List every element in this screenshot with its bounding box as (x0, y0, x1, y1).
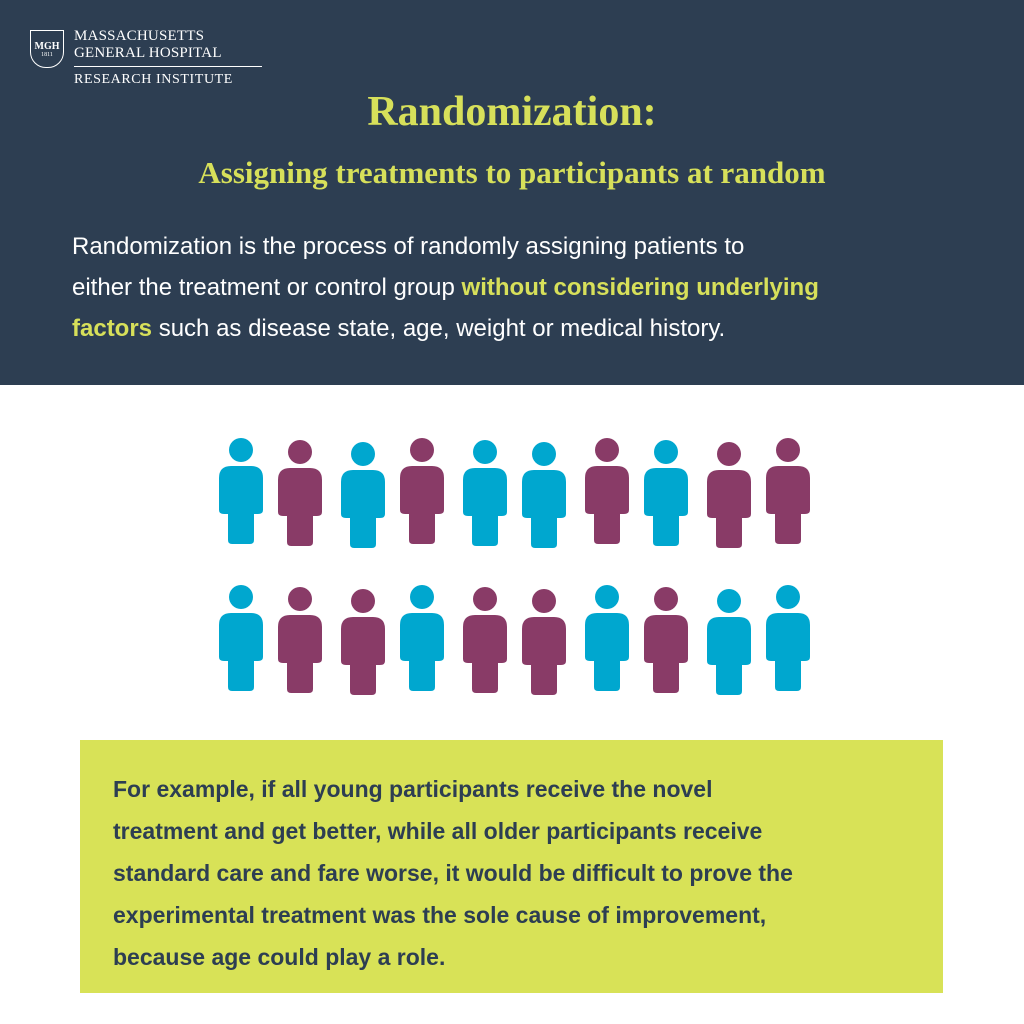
person-body (707, 617, 751, 695)
person-head (351, 442, 375, 466)
person-icon (585, 438, 629, 544)
person-body (766, 466, 810, 544)
person-body (341, 470, 385, 548)
example-box: For example, if all young participants r… (80, 740, 943, 993)
person-head (532, 589, 556, 613)
person-body (278, 615, 322, 693)
person-body (585, 466, 629, 544)
person-icon (219, 585, 263, 691)
person-icon (278, 440, 322, 546)
person-body (522, 470, 566, 548)
person-icon (278, 587, 322, 693)
person-body (707, 470, 751, 548)
intro-paragraph: Randomization is the process of randomly… (72, 226, 819, 349)
person-head (654, 440, 678, 464)
person-head (717, 442, 741, 466)
person-body (219, 613, 263, 691)
example-line: because age could play a role. (113, 944, 446, 970)
person-icon (400, 585, 444, 691)
person-body (585, 613, 629, 691)
person-head (410, 438, 434, 462)
person-head (654, 587, 678, 611)
person-body (644, 468, 688, 546)
example-line: experimental treatment was the sole caus… (113, 902, 767, 928)
person-head (717, 589, 741, 613)
person-icon (341, 442, 385, 548)
person-icon (644, 587, 688, 693)
intro-text: Randomization is the process of randomly… (72, 233, 745, 260)
person-icon (522, 589, 566, 695)
person-head (473, 587, 497, 611)
person-head (229, 585, 253, 609)
person-body (278, 468, 322, 546)
person-head (473, 440, 497, 464)
person-icon (766, 438, 810, 544)
person-body (463, 615, 507, 693)
person-icon (644, 440, 688, 546)
person-icon (463, 440, 507, 546)
person-body (766, 613, 810, 691)
person-body (522, 617, 566, 695)
person-icon (400, 438, 444, 544)
person-head (532, 442, 556, 466)
person-icon (707, 442, 751, 548)
person-icon (522, 442, 566, 548)
logo-rule (74, 66, 262, 67)
intro-text: such as disease state, age, weight or me… (152, 315, 726, 342)
seal-text: MGH (34, 41, 60, 52)
person-body (341, 617, 385, 695)
person-icon (463, 587, 507, 693)
person-head (351, 589, 375, 613)
figures (219, 438, 810, 695)
highlight-text: without considering underlying (461, 274, 819, 301)
person-head (776, 438, 800, 462)
seal-year: 1811 (41, 52, 53, 58)
person-icon (766, 585, 810, 691)
header-panel: MGH 1811 MASSACHUSETTS GENERAL HOSPITAL … (0, 0, 1024, 385)
person-icon (219, 438, 263, 544)
logo-seal: MGH 1811 (30, 30, 64, 68)
person-icon (585, 585, 629, 691)
person-icon (707, 589, 751, 695)
logo-line: GENERAL HOSPITAL (74, 45, 222, 61)
example-line: standard care and fare worse, it would b… (113, 860, 793, 886)
person-body (644, 615, 688, 693)
person-head (595, 438, 619, 462)
logo-line: RESEARCH INSTITUTE (74, 72, 233, 87)
person-head (776, 585, 800, 609)
example-text: For example, if all young participants r… (113, 768, 793, 978)
title: Randomization: (367, 89, 657, 135)
example-line: For example, if all young participants r… (113, 776, 713, 802)
person-body (463, 468, 507, 546)
logo-line: MASSACHUSETTS (74, 28, 205, 44)
person-body (400, 466, 444, 544)
person-body (219, 466, 263, 544)
person-head (595, 585, 619, 609)
highlight-text: factors (72, 315, 153, 342)
intro-line: factors such as disease state, age, weig… (72, 308, 819, 349)
person-icon (341, 589, 385, 695)
subtitle: Assigning treatments to participants at … (198, 155, 826, 190)
person-head (288, 587, 312, 611)
person-body (400, 613, 444, 691)
person-head (288, 440, 312, 464)
intro-text: either the treatment or control group (72, 274, 462, 301)
person-head (229, 438, 253, 462)
intro-line: either the treatment or control group wi… (72, 267, 819, 308)
example-line: treatment and get better, while all olde… (113, 818, 763, 844)
person-head (410, 585, 434, 609)
intro-line: Randomization is the process of randomly… (72, 226, 819, 267)
